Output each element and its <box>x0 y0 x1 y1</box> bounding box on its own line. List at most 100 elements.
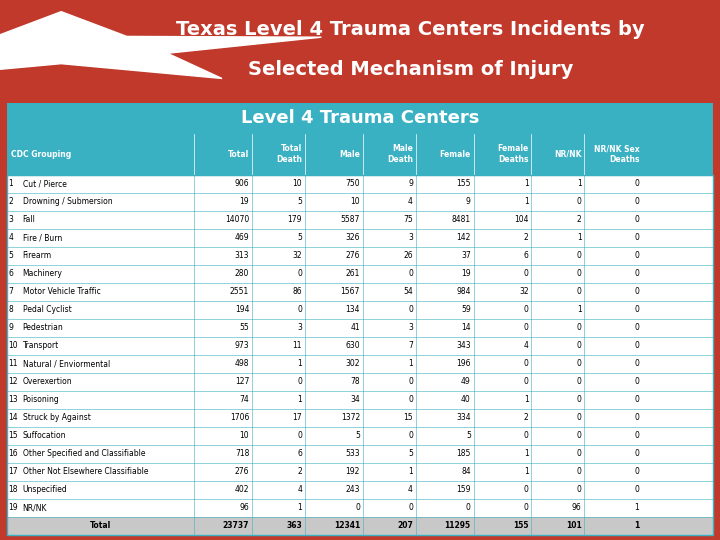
Text: 155: 155 <box>456 179 471 188</box>
FancyBboxPatch shape <box>7 481 713 498</box>
Text: 4: 4 <box>408 197 413 206</box>
Text: 1: 1 <box>577 179 582 188</box>
Text: 9: 9 <box>466 197 471 206</box>
Text: 3: 3 <box>297 323 302 332</box>
Text: 34: 34 <box>350 395 360 404</box>
Text: 14070: 14070 <box>225 215 249 224</box>
Text: 10: 10 <box>9 341 18 350</box>
Text: 18: 18 <box>9 485 18 494</box>
Text: 0: 0 <box>577 467 582 476</box>
Text: 1: 1 <box>524 449 528 458</box>
Text: 0: 0 <box>523 323 528 332</box>
Text: 1: 1 <box>297 359 302 368</box>
Text: Female
Deaths: Female Deaths <box>498 144 528 164</box>
Text: 1: 1 <box>297 395 302 404</box>
FancyBboxPatch shape <box>7 283 713 301</box>
Text: 0: 0 <box>297 377 302 386</box>
Text: 0: 0 <box>408 395 413 404</box>
Text: 0: 0 <box>577 449 582 458</box>
Text: 10: 10 <box>351 197 360 206</box>
Text: Motor Vehicle Traffic: Motor Vehicle Traffic <box>23 287 101 296</box>
Text: 0: 0 <box>523 503 528 512</box>
Text: 0: 0 <box>577 413 582 422</box>
Polygon shape <box>0 12 321 78</box>
Text: 0: 0 <box>577 197 582 206</box>
Text: 3: 3 <box>9 215 14 224</box>
Text: 0: 0 <box>634 395 639 404</box>
Text: 0: 0 <box>634 233 639 242</box>
Text: 32: 32 <box>292 251 302 260</box>
Text: 84: 84 <box>461 467 471 476</box>
Text: 3: 3 <box>408 323 413 332</box>
Text: 0: 0 <box>634 251 639 260</box>
Text: 4: 4 <box>408 485 413 494</box>
Text: CDC Grouping: CDC Grouping <box>11 150 71 159</box>
Text: 155: 155 <box>513 521 528 530</box>
Text: 0: 0 <box>577 269 582 278</box>
Text: 5: 5 <box>408 449 413 458</box>
Text: 1: 1 <box>634 521 639 530</box>
Text: 5: 5 <box>355 431 360 440</box>
Text: 973: 973 <box>235 341 249 350</box>
Text: 78: 78 <box>351 377 360 386</box>
Text: Firearm: Firearm <box>23 251 52 260</box>
Text: 12: 12 <box>9 377 18 386</box>
Text: 276: 276 <box>235 467 249 476</box>
Text: 7: 7 <box>9 287 14 296</box>
Text: 906: 906 <box>235 179 249 188</box>
Text: 261: 261 <box>346 269 360 278</box>
Text: 243: 243 <box>346 485 360 494</box>
Text: 19: 19 <box>9 503 18 512</box>
Text: 533: 533 <box>346 449 360 458</box>
Text: 15: 15 <box>403 413 413 422</box>
Text: 1706: 1706 <box>230 413 249 422</box>
Text: 0: 0 <box>634 197 639 206</box>
FancyBboxPatch shape <box>7 409 713 427</box>
Text: 0: 0 <box>408 377 413 386</box>
FancyBboxPatch shape <box>7 103 713 134</box>
Text: 343: 343 <box>456 341 471 350</box>
Text: 2: 2 <box>297 467 302 476</box>
Text: 0: 0 <box>634 449 639 458</box>
Text: 86: 86 <box>292 287 302 296</box>
Text: 6: 6 <box>523 251 528 260</box>
Text: 74: 74 <box>240 395 249 404</box>
Text: 0: 0 <box>577 341 582 350</box>
Text: 5: 5 <box>9 251 14 260</box>
Text: 2: 2 <box>577 215 582 224</box>
Text: NR/NK Sex
Deaths: NR/NK Sex Deaths <box>594 144 639 164</box>
Text: 192: 192 <box>346 467 360 476</box>
Text: 0: 0 <box>523 305 528 314</box>
Text: 127: 127 <box>235 377 249 386</box>
Text: NR/NK: NR/NK <box>554 150 582 159</box>
Text: 0: 0 <box>408 305 413 314</box>
Text: 5: 5 <box>297 197 302 206</box>
Text: 40: 40 <box>461 395 471 404</box>
Text: 2: 2 <box>9 197 14 206</box>
Text: 1: 1 <box>524 467 528 476</box>
Text: Selected Mechanism of Injury: Selected Mechanism of Injury <box>248 60 573 79</box>
Text: 1: 1 <box>9 179 14 188</box>
Text: 0: 0 <box>634 287 639 296</box>
Text: 32: 32 <box>519 287 528 296</box>
Text: 9: 9 <box>9 323 14 332</box>
Text: 0: 0 <box>577 359 582 368</box>
Text: 326: 326 <box>346 233 360 242</box>
Text: 2551: 2551 <box>230 287 249 296</box>
Text: 6: 6 <box>9 269 14 278</box>
Text: 5: 5 <box>466 431 471 440</box>
Text: 4: 4 <box>523 341 528 350</box>
Text: 59: 59 <box>461 305 471 314</box>
Text: 4: 4 <box>9 233 14 242</box>
FancyBboxPatch shape <box>7 444 713 463</box>
Text: Other Specified and Classifiable: Other Specified and Classifiable <box>23 449 145 458</box>
Text: Transport: Transport <box>23 341 59 350</box>
Text: 17: 17 <box>292 413 302 422</box>
Text: Fire / Burn: Fire / Burn <box>23 233 62 242</box>
Text: 0: 0 <box>297 305 302 314</box>
Text: 41: 41 <box>351 323 360 332</box>
Text: 469: 469 <box>235 233 249 242</box>
Text: 0: 0 <box>408 503 413 512</box>
Text: 630: 630 <box>346 341 360 350</box>
Text: 363: 363 <box>287 521 302 530</box>
